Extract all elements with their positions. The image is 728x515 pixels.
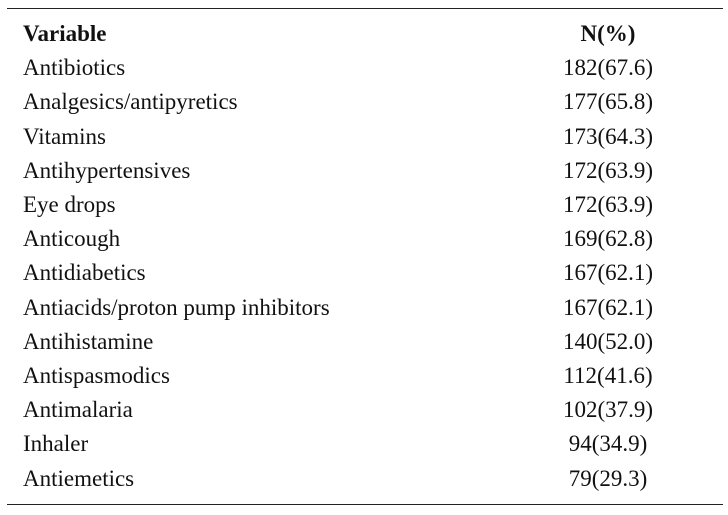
cell-n-percent: 79(29.3)	[568, 465, 648, 491]
cell-n-percent: 173(64.3)	[562, 123, 654, 149]
cell-variable: Antidiabetics	[23, 260, 146, 286]
cell-variable: Antihistamine	[23, 328, 154, 354]
header-variable: Variable	[23, 21, 107, 46]
table-row: Antiacids/proton pump inhibitors 167(62.1…	[7, 291, 723, 325]
cell-n-percent: 112(41.6)	[563, 363, 653, 389]
table-body: Antibiotics 182(67.6) Analgesics/antipyret…	[7, 51, 723, 496]
cell-variable: Vitamins	[23, 123, 106, 149]
cell-variable: Antispasmodics	[23, 363, 170, 389]
header-row: Variable N(%)	[7, 17, 723, 51]
cell-variable: Antihypertensives	[23, 157, 191, 183]
medication-table: Variable N(%) Antibiotics 182(67.6) Analge…	[7, 17, 723, 496]
header-n-percent: N(%)	[580, 21, 636, 46]
cell-n-percent: 102(37.9)	[562, 397, 654, 423]
cell-variable: Analgesics/antipyretics	[23, 89, 238, 115]
cell-variable: Eye drops	[23, 192, 116, 218]
cell-n-percent: 182(67.6)	[562, 55, 654, 81]
cell-variable: Antiacids/proton pump inhibitors	[23, 294, 330, 320]
medication-table-container: Variable N(%) Antibiotics 182(67.6) Analge…	[7, 8, 723, 505]
cell-n-percent: 94(34.9)	[568, 431, 648, 457]
table-row: Vitamins 173(64.3)	[7, 120, 723, 154]
table-row: Eye drops 172(63.9)	[7, 188, 723, 222]
table-row: Antimalaria 102(37.9)	[7, 393, 723, 427]
table-row: Antiemetics 79(29.3)	[7, 462, 723, 496]
cell-variable: Antibiotics	[23, 55, 126, 81]
table-row: Antihypertensives 172(63.9)	[7, 154, 723, 188]
table-header: Variable N(%)	[7, 17, 723, 51]
cell-variable: Antimalaria	[23, 397, 133, 423]
table-row: Antidiabetics 167(62.1)	[7, 256, 723, 290]
cell-variable: Inhaler	[23, 431, 89, 457]
table-row: Antihistamine 140(52.0)	[7, 325, 723, 359]
table-row: Antispasmodics 112(41.6)	[7, 359, 723, 393]
table-row: Analgesics/antipyretics 177(65.8)	[7, 85, 723, 119]
cell-n-percent: 140(52.0)	[562, 328, 654, 354]
cell-variable: Antiemetics	[23, 465, 135, 491]
cell-n-percent: 169(62.8)	[562, 226, 654, 252]
table-row: Inhaler 94(34.9)	[7, 427, 723, 461]
cell-variable: Anticough	[23, 226, 121, 252]
cell-n-percent: 167(62.1)	[562, 260, 654, 286]
cell-n-percent: 177(65.8)	[562, 89, 654, 115]
cell-n-percent: 167(62.1)	[562, 294, 654, 320]
cell-n-percent: 172(63.9)	[562, 192, 654, 218]
table-row: Antibiotics 182(67.6)	[7, 51, 723, 85]
cell-n-percent: 172(63.9)	[562, 157, 654, 183]
table-row: Anticough 169(62.8)	[7, 222, 723, 256]
